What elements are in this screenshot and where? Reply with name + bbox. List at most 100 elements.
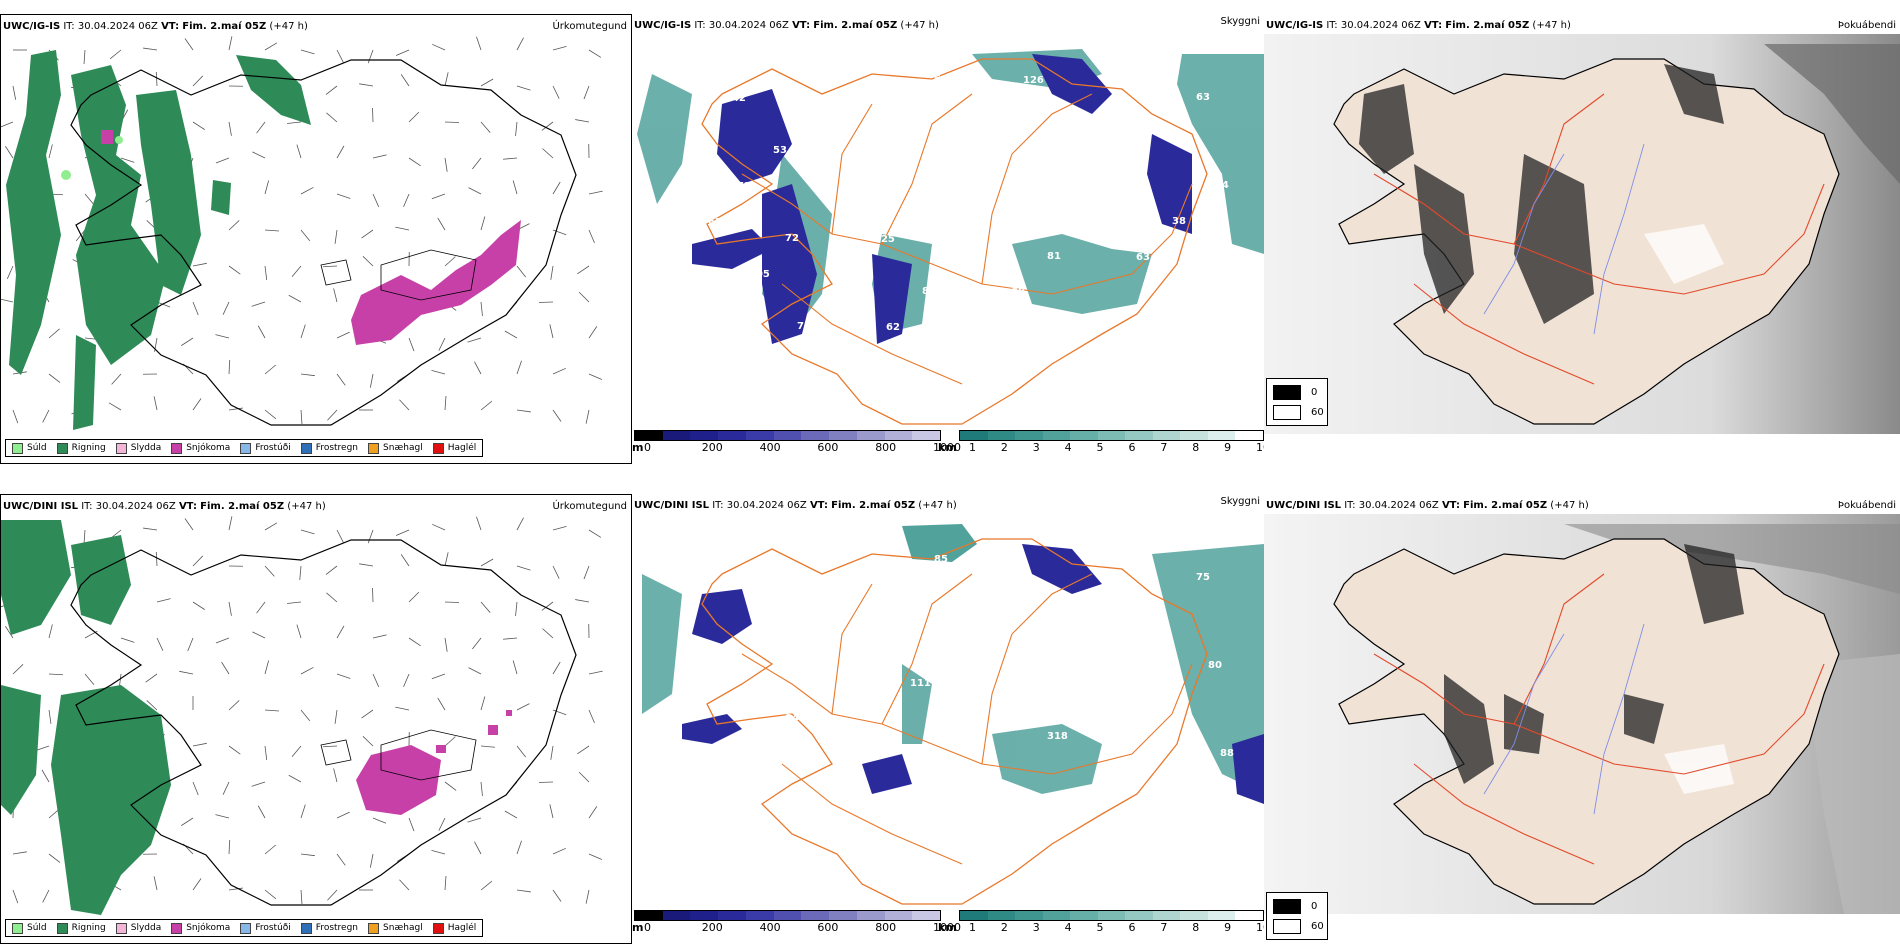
cloud-base-label: 60 bbox=[1184, 304, 1198, 315]
colorbar-tick-label: 1000 bbox=[933, 921, 961, 934]
visibility-map-row1: 172 79 88 143 99 73 68 63 224 72 82 69 63 53 49 81 60 45 4… bbox=[637, 49, 1264, 425]
cloud-base-label: 23 bbox=[1148, 340, 1162, 351]
wind-barb bbox=[12, 851, 27, 855]
cloud-base-label: 72 bbox=[737, 181, 751, 192]
low-cloud-areas bbox=[692, 54, 1192, 344]
wind-barb bbox=[467, 337, 482, 343]
it-label: IT: bbox=[1344, 500, 1356, 511]
cloud-base-label: 80 bbox=[1208, 660, 1222, 671]
wind-barb bbox=[264, 364, 276, 375]
legend-item: Slydda bbox=[115, 442, 161, 454]
cloud-base-label: 80 bbox=[713, 305, 727, 316]
wind-barb bbox=[504, 810, 518, 819]
wind-barb bbox=[444, 396, 447, 411]
it-value: 30.04.2024 06Z bbox=[77, 21, 158, 32]
wind-barb bbox=[264, 745, 268, 760]
colorbar-segment bbox=[690, 431, 719, 440]
cloud-base-label: 38 bbox=[1172, 216, 1186, 227]
panel-header: UWC/IG-IS IT: 30.04.2024 06Z VT: Fim. 2.… bbox=[634, 16, 1260, 34]
wind-barb bbox=[408, 337, 415, 352]
wind-barb bbox=[444, 72, 449, 87]
model-name: UWC/IG-IS bbox=[1266, 20, 1324, 31]
cloud-base-label: 79 bbox=[809, 109, 823, 120]
wind-barb bbox=[575, 119, 590, 123]
wind-barb bbox=[300, 529, 315, 535]
legend-label: Frostúði bbox=[255, 923, 291, 933]
cloud-base-label: 99 bbox=[1220, 268, 1234, 279]
wind-barb bbox=[84, 673, 95, 685]
wind-barb bbox=[299, 565, 302, 580]
wind-barb bbox=[333, 288, 338, 303]
wind-barb bbox=[467, 817, 482, 823]
wind-barb bbox=[228, 359, 231, 375]
legend-label: Haglél bbox=[447, 923, 477, 933]
wind-barb bbox=[552, 409, 562, 422]
cloud-base-label: 38 bbox=[922, 766, 936, 777]
wind-barb bbox=[108, 402, 122, 411]
wind-barb bbox=[474, 841, 482, 855]
wind-barb bbox=[42, 409, 50, 423]
vt-label: VT: bbox=[1441, 500, 1460, 511]
wind-barb bbox=[221, 661, 230, 675]
colorbar-segment bbox=[662, 911, 691, 920]
legend-swatch bbox=[12, 442, 23, 454]
wind-barb bbox=[552, 181, 561, 195]
wind-barb bbox=[476, 36, 482, 51]
colorbar-tick-label: 400 bbox=[759, 921, 781, 934]
wind-barb bbox=[515, 601, 518, 616]
wind-barb bbox=[264, 180, 270, 195]
legend-item: Frostregn bbox=[300, 442, 358, 454]
wind-barb bbox=[552, 847, 566, 855]
wind-barb bbox=[585, 889, 590, 904]
wind-barb bbox=[222, 301, 230, 315]
wind-barb bbox=[399, 399, 410, 411]
wind-barb bbox=[326, 592, 338, 603]
colorbar-tick-label: 7 bbox=[1160, 441, 1168, 454]
wind-barb bbox=[48, 624, 53, 639]
colorbar-segment bbox=[1180, 431, 1208, 440]
cloud-base-label: 165 bbox=[1035, 643, 1056, 654]
wind-barb bbox=[192, 601, 205, 610]
wind-barb bbox=[215, 157, 230, 164]
panel-header: UWC/IG-IS IT: 30.04.2024 06Z VT: Fim. 2.… bbox=[3, 21, 627, 35]
wind-barb bbox=[257, 325, 266, 339]
wind-barb bbox=[145, 673, 158, 683]
wind-barb bbox=[12, 409, 19, 424]
wind-barb bbox=[336, 331, 350, 339]
colorbar-tick-label: 7 bbox=[1160, 921, 1168, 934]
it-label: IT: bbox=[1326, 20, 1338, 31]
lead-time: (+47 h) bbox=[287, 501, 326, 512]
wind-barb bbox=[300, 853, 315, 857]
wind-barb bbox=[395, 226, 410, 231]
wind-barb bbox=[400, 74, 410, 87]
cloud-base-label: 69 bbox=[1059, 339, 1073, 350]
wind-barb bbox=[516, 409, 531, 413]
it-value: 30.04.2024 06Z bbox=[95, 501, 176, 512]
wind-barb bbox=[300, 324, 306, 339]
legend-item: Rigning bbox=[56, 442, 106, 454]
cloud-base-label: 63 bbox=[1136, 252, 1150, 263]
wind-barb bbox=[588, 670, 603, 675]
wind-barb bbox=[542, 628, 554, 639]
colorbar-segment bbox=[662, 431, 691, 440]
legend-label: Rigning bbox=[71, 923, 106, 933]
wind-barb bbox=[372, 673, 380, 687]
wind-barb bbox=[264, 265, 268, 280]
wind-barb bbox=[444, 876, 447, 891]
wind-barb bbox=[156, 598, 171, 603]
lead-time: (+47 h) bbox=[1550, 500, 1589, 511]
colorbar-tick-label: 6 bbox=[1128, 441, 1136, 454]
legend-item: Snjókoma bbox=[171, 442, 230, 454]
cloud-base-unit: m bbox=[632, 441, 644, 454]
wind-barb bbox=[48, 673, 64, 676]
cloud-base-label: 37 bbox=[1059, 819, 1073, 830]
colorbar-tick-label: 200 bbox=[701, 441, 723, 454]
colorbar-segment bbox=[829, 911, 857, 920]
cloud-base-label: 105 bbox=[749, 269, 770, 280]
legend-item: Frostúði bbox=[240, 442, 291, 454]
wind-barb bbox=[362, 735, 374, 747]
fog-index-map-row2 bbox=[1264, 514, 1900, 914]
legend-item: Súld bbox=[12, 442, 47, 454]
colorbar-segment bbox=[773, 911, 802, 920]
wind-barb bbox=[228, 516, 233, 531]
